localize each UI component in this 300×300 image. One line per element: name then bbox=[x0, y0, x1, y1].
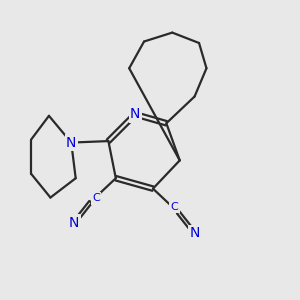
Text: N: N bbox=[66, 136, 76, 150]
Text: N: N bbox=[189, 226, 200, 240]
Text: C: C bbox=[171, 202, 178, 212]
Text: N: N bbox=[130, 107, 140, 121]
Text: C: C bbox=[92, 194, 100, 203]
Text: N: N bbox=[69, 216, 80, 230]
